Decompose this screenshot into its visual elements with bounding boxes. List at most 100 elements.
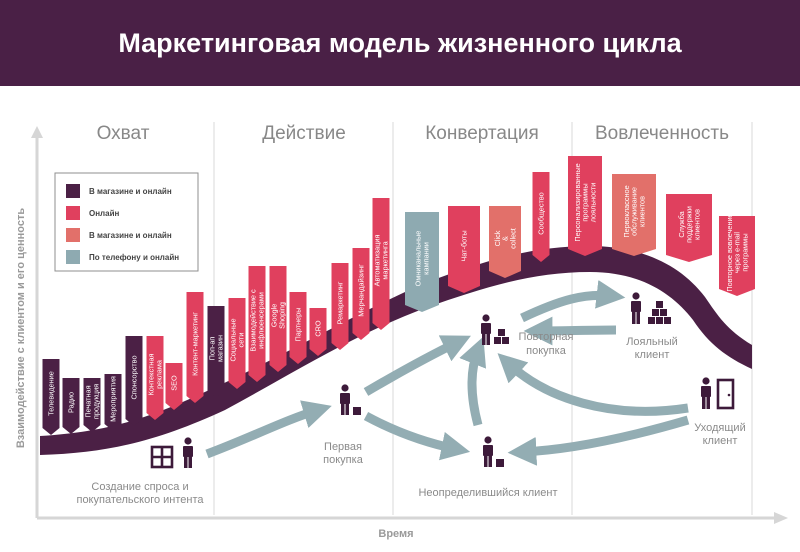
channel-flag-shape xyxy=(165,363,183,410)
repeat-purchase-label-line1: Повторная xyxy=(519,331,574,343)
channel-flag: Контент-маркетинг xyxy=(186,292,204,403)
channel-flag-shape xyxy=(207,306,225,398)
loyal-client-label-line2: клиент xyxy=(635,349,670,361)
legend-swatch xyxy=(66,228,80,242)
channel-flag: SEO xyxy=(165,363,183,410)
store-icon xyxy=(150,445,174,469)
channel-flag: Омниканальныекампании xyxy=(405,212,439,312)
channel-flag-label: Мероприятия xyxy=(109,376,118,422)
channel-flag-shape xyxy=(104,374,122,431)
lifecycle-diagram: Охват Действие Конвертация Вовлеченность… xyxy=(15,122,788,540)
channel-flag-shape xyxy=(719,216,755,296)
channel-flag-label: Взаимодействие синфлюенсерами xyxy=(249,289,266,352)
x-axis-label: Время xyxy=(378,528,413,540)
legend-label: По телефону и онлайн xyxy=(89,253,179,262)
channel-flag: Click&collect xyxy=(489,206,521,278)
channel-flag-shape xyxy=(269,266,287,372)
arrow-repeat-to-loyal xyxy=(520,280,626,323)
stage-label-conversion: Конвертация xyxy=(425,123,539,144)
stage-label-engagement: Вовлеченность xyxy=(595,123,729,144)
channel-flag: Сообщество xyxy=(532,172,550,262)
channel-flag: Первоклассноеобслуживаниеклиентов xyxy=(612,174,656,256)
channel-flag-shape xyxy=(331,263,349,350)
channel-flag-shape xyxy=(405,212,439,312)
channel-flag-shape xyxy=(289,292,307,364)
channel-flag-shape xyxy=(228,298,246,389)
channel-flag-label: Первоклассноеобслуживаниеклиентов xyxy=(622,185,647,237)
channel-flag-label: CRO xyxy=(314,320,323,337)
channel-flag-shape xyxy=(125,336,143,426)
channel-flag: Телевидение xyxy=(42,359,60,435)
channel-flag-label: Сообщество xyxy=(537,192,546,234)
loyal-person-icon xyxy=(631,292,671,324)
channel-flag-label: Спонсорство xyxy=(130,356,139,400)
channel-flag-shape xyxy=(448,206,480,293)
channel-flag-shape xyxy=(532,172,550,262)
channel-flag-label: Click&collect xyxy=(493,228,518,249)
channel-flag-label: Чат-боты xyxy=(460,230,469,261)
channel-flag-label: Омниканальныекампании xyxy=(414,231,431,287)
person-icon xyxy=(183,437,193,468)
legend-swatch xyxy=(66,250,80,264)
channel-flag-shape xyxy=(62,378,80,434)
arrow-first-to-undecided xyxy=(363,412,471,461)
legend-swatch xyxy=(66,184,80,198)
arrow-to-first-purchase xyxy=(205,400,332,459)
channel-flag-shape xyxy=(186,292,204,403)
undecided-person-icon xyxy=(483,436,504,467)
page-title: Маркетинговая модель жизненного цикла xyxy=(118,28,682,58)
channel-flag: Чат-боты xyxy=(448,206,480,293)
channel-flag-shape xyxy=(146,336,164,420)
channel-flag: Печатнаяпродукция xyxy=(83,378,101,432)
stage-label-action: Действие xyxy=(262,123,346,144)
channel-flag-shape xyxy=(248,266,266,382)
channel-flag-label: Партнеры xyxy=(294,308,303,342)
channel-flag: Службаподдержкиклиентов xyxy=(666,194,712,262)
x-axis xyxy=(37,512,788,524)
loyal-client-label-line1: Лояльный xyxy=(626,336,678,348)
legend: В магазине и онлайн Онлайн В магазине и … xyxy=(54,172,199,272)
first-purchase-label-line2: покупка xyxy=(323,454,364,466)
legend-item: Онлайн xyxy=(66,206,120,220)
channel-flag-shape xyxy=(42,359,60,435)
journey-arrows xyxy=(205,280,690,466)
channel-flag: Повторное вовлечениечерез e-mailпрограмм… xyxy=(719,213,755,296)
channel-flag-shape xyxy=(83,378,101,432)
leaving-client-label-line1: Уходящий xyxy=(694,422,745,434)
repeat-purchase-label-line2: покупка xyxy=(526,345,567,357)
lifecycle-curve xyxy=(40,246,752,455)
legend-label: В магазине и онлайн xyxy=(89,187,172,196)
arrow-leaving-to-undecided xyxy=(507,415,690,466)
channel-flag-label: Службаподдержкиклиентов xyxy=(677,206,702,243)
channel-flag: GoogleShoping xyxy=(269,266,287,372)
channel-flag-shape xyxy=(568,156,602,256)
channel-flag: Мероприятия xyxy=(104,374,122,431)
channel-flag-shape xyxy=(612,174,656,256)
channel-flag-label: Поп-апмагазин xyxy=(208,335,225,362)
channel-flag-label: GoogleShoping xyxy=(270,302,287,329)
stage-label-reach: Охват xyxy=(97,123,150,144)
channel-flag-label: Социальныесети xyxy=(229,318,246,361)
channel-flag-label: Мерчандайзинг xyxy=(357,264,366,317)
leaving-client-label-line2: клиент xyxy=(703,435,738,447)
door-icon xyxy=(716,378,735,410)
channel-flag: Взаимодействие синфлюенсерами xyxy=(248,266,266,382)
channel-flags: Телевидение Радио Печатнаяпродукция Меропри… xyxy=(42,156,755,435)
channel-flag-shape xyxy=(309,308,327,356)
arrow-first-to-repeat xyxy=(363,335,471,396)
legend-item: В магазине и онлайн xyxy=(66,184,172,198)
channel-flag-label: Автоматизациямаркетинга xyxy=(373,235,390,287)
channel-flag-label: Контент-маркетинг xyxy=(191,312,200,376)
channel-flag: Поп-апмагазин xyxy=(207,306,225,398)
channel-flag: Спонсорство xyxy=(125,336,143,426)
legend-label: В магазине и онлайн xyxy=(89,231,172,240)
demand-label-line2: покупательского интента xyxy=(76,494,204,506)
channel-flag-label: Контекстнаяреклама xyxy=(147,353,164,395)
channel-flag-label: Ремаркетинг xyxy=(336,281,345,324)
legend-item: По телефону и онлайн xyxy=(66,250,179,264)
channel-flag: CRO xyxy=(309,308,327,356)
y-axis-label: Взаимодействие с клиентом и его ценность xyxy=(15,208,27,449)
channel-flag: Персонализированныепрограммылояльности xyxy=(568,156,602,256)
header-bar: Маркетинговая модель жизненного цикла xyxy=(0,0,800,86)
channel-flag-shape xyxy=(489,206,521,278)
